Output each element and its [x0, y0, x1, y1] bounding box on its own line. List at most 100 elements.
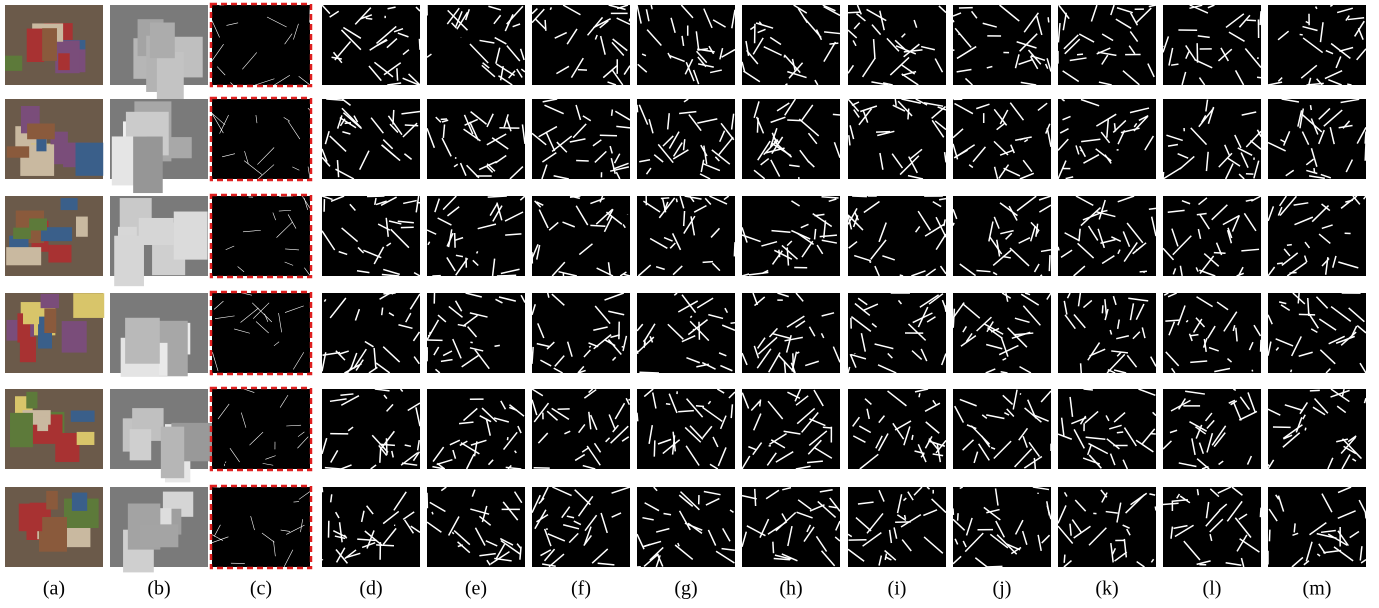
edge-stroke — [731, 323, 735, 324]
photo-patch — [71, 411, 95, 422]
edge-map — [212, 487, 310, 567]
edge-stroke — [637, 351, 638, 354]
image-cell — [848, 99, 946, 179]
photo-patch — [27, 29, 44, 62]
edge-stroke — [1149, 208, 1156, 209]
edge-stroke — [1163, 172, 1164, 179]
edge-map — [212, 293, 310, 373]
image-cell — [532, 389, 630, 469]
image-cell — [427, 99, 525, 179]
photo-patch — [37, 416, 48, 431]
edge-stroke — [654, 440, 655, 456]
edge-stroke — [1287, 245, 1292, 246]
edge-stroke — [366, 18, 373, 19]
edge-stroke — [367, 196, 384, 197]
image-cell — [1163, 487, 1261, 567]
edge-stroke — [1048, 17, 1049, 22]
image-cell — [848, 487, 946, 567]
image-cell — [211, 486, 311, 568]
column-label: (a) — [43, 578, 65, 600]
edge-map — [427, 389, 525, 469]
image-cell — [1058, 196, 1156, 276]
image-cell — [5, 5, 103, 85]
figure: (a)(b)(c)(d)(e)(f)(g)(h)(i)(j)(k)(l)(m) — [0, 0, 1379, 608]
edge-map — [1268, 487, 1366, 567]
edge-stroke — [734, 242, 735, 256]
image-cell — [637, 389, 735, 469]
edge-stroke — [477, 251, 478, 253]
edge-stroke — [1260, 508, 1261, 518]
column-label: (b) — [147, 578, 170, 600]
photo-patch — [61, 198, 78, 210]
image-cell — [1268, 293, 1366, 373]
column-label: (d) — [359, 578, 382, 600]
column-label: (j) — [993, 578, 1012, 600]
photo-patch — [19, 504, 42, 532]
edge-map — [742, 389, 840, 469]
image-cell — [5, 293, 104, 373]
photo-patch — [29, 218, 47, 230]
edge-stroke — [1165, 320, 1179, 321]
image-cell — [742, 487, 840, 567]
edge-stroke — [823, 427, 832, 428]
edge-stroke — [986, 566, 1003, 567]
image-cell — [211, 388, 311, 470]
edge-stroke — [1365, 132, 1366, 144]
image-cell — [532, 196, 630, 276]
edge-stroke — [331, 494, 332, 502]
edge-stroke — [629, 19, 630, 22]
edge-stroke — [760, 400, 761, 407]
edge-stroke — [1058, 247, 1059, 251]
edge-map — [742, 293, 840, 373]
edge-stroke — [345, 123, 351, 124]
edge-map — [532, 293, 630, 373]
edge-map — [532, 487, 630, 567]
edge-stroke — [1291, 370, 1292, 373]
image-cell — [742, 5, 840, 85]
image-cell — [1268, 99, 1366, 179]
image-cell — [953, 389, 1051, 469]
edge-map — [1058, 196, 1156, 276]
page: {"columns": ["(a)", "(b)", "(c)", "(d)",… — [0, 0, 1379, 608]
edge-stroke — [1294, 523, 1295, 532]
image-cell — [322, 293, 420, 373]
photo-patch — [48, 245, 71, 263]
image-cell — [1163, 389, 1261, 469]
edge-stroke — [703, 262, 713, 263]
column-label: (h) — [779, 578, 802, 600]
image-cell — [637, 196, 735, 276]
edge-stroke — [1049, 255, 1050, 271]
image-cell — [742, 293, 840, 373]
edge-stroke — [1257, 77, 1261, 78]
image-cell — [1268, 487, 1366, 567]
image-cell — [742, 196, 840, 276]
edge-stroke — [1290, 272, 1297, 273]
image-cell — [848, 196, 946, 276]
edge-stroke — [1305, 428, 1306, 431]
image-cell — [5, 389, 103, 469]
edge-stroke — [953, 223, 954, 226]
edge-map — [1163, 389, 1261, 469]
image-cell — [322, 5, 420, 85]
edge-stroke — [848, 12, 860, 13]
edge-stroke — [919, 393, 920, 397]
edge-stroke — [693, 329, 694, 330]
image-cell — [110, 99, 208, 193]
image-cell — [322, 389, 420, 469]
edge-stroke — [755, 489, 756, 506]
edge-stroke — [690, 316, 691, 318]
edge-stroke — [852, 196, 867, 197]
image-cell — [427, 5, 525, 85]
edge-stroke — [666, 404, 670, 405]
edge-stroke — [959, 34, 960, 35]
edge-map — [1058, 293, 1156, 373]
image-cell — [5, 196, 103, 276]
image-cell — [742, 99, 840, 179]
depth-patch — [140, 524, 179, 547]
edge-stroke — [661, 198, 669, 199]
edge-map — [212, 5, 310, 85]
edge-stroke — [1020, 394, 1021, 395]
image-cell — [953, 99, 1051, 179]
edge-map — [1268, 5, 1366, 85]
edge-stroke — [676, 199, 677, 203]
